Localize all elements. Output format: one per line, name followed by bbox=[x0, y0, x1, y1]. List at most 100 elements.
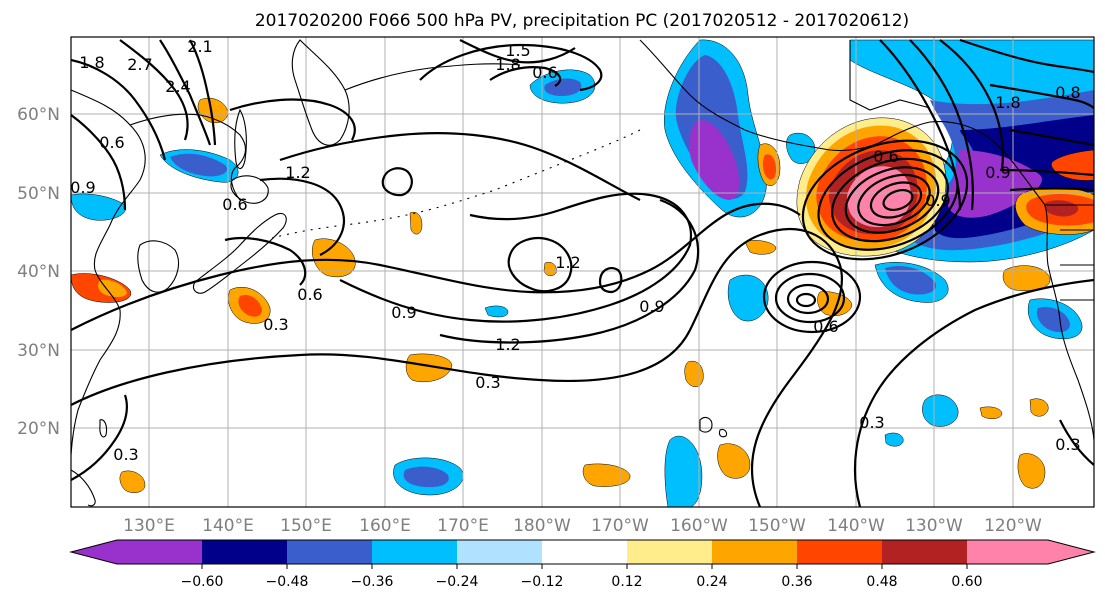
pv-contour-0.3-east bbox=[853, 278, 1094, 507]
japan-honshu bbox=[192, 212, 287, 294]
contour-label: 2.7 bbox=[127, 55, 152, 74]
lon-label: 130°W bbox=[905, 516, 963, 536]
pos-anomaly-small-7 bbox=[543, 262, 557, 277]
pv-contour-nw-5 bbox=[71, 114, 127, 211]
sakhalin bbox=[234, 108, 247, 170]
colorbar-label: −0.24 bbox=[436, 574, 479, 590]
colorbar-segment-2 bbox=[287, 540, 372, 564]
neg-anomaly-south-2-core bbox=[403, 466, 449, 488]
contour-labels: 1.5 1.8 0.6 2.7 2.4 2.1 1.8 0.6 0.9 0.6 … bbox=[70, 37, 1081, 464]
colorbar-label: 0.36 bbox=[781, 574, 812, 590]
taiwan bbox=[99, 419, 108, 438]
neg-anomaly-east-1 bbox=[922, 394, 959, 427]
pos-anomaly-small-4 bbox=[119, 470, 146, 493]
contour-label: 0.6 bbox=[873, 147, 898, 166]
hawaii bbox=[699, 416, 728, 438]
pv-contour-ring-kam bbox=[381, 167, 413, 197]
neg-anomaly-gulf-alaska-purple bbox=[689, 120, 740, 200]
pv-contours bbox=[71, 38, 1094, 507]
colorbar-segment-1 bbox=[202, 540, 287, 564]
contour-label: 0.9 bbox=[70, 178, 95, 197]
contour-label: 1.8 bbox=[495, 55, 520, 74]
lon-label: 130°E bbox=[123, 516, 175, 536]
pv-contour-1.2-closed bbox=[507, 237, 573, 293]
pos-anomaly-small-2 bbox=[409, 211, 423, 235]
contour-label: 0.6 bbox=[532, 63, 557, 82]
neg-anomaly-west-edge bbox=[71, 193, 127, 221]
colorbar-label: 0.12 bbox=[611, 574, 642, 590]
pv-contour-top-2 bbox=[489, 66, 562, 87]
neg-anomaly-small-3 bbox=[884, 432, 904, 447]
pv-contour-0.9 bbox=[339, 192, 693, 323]
pv-contour-0.6 bbox=[71, 202, 801, 331]
colorbar-label: 0.24 bbox=[696, 574, 727, 590]
japan-hokkaido bbox=[230, 175, 269, 204]
lon-label: 170°W bbox=[591, 516, 649, 536]
pos-anomaly-pacific-2 bbox=[405, 353, 453, 383]
pos-anomaly-japan-south-red bbox=[238, 294, 262, 317]
pv-contour-ridge-2 bbox=[909, 39, 974, 211]
lat-label: 40°N bbox=[17, 262, 60, 282]
colorbar-segment-8 bbox=[797, 540, 882, 564]
pos-anomaly-small-5 bbox=[1029, 398, 1049, 417]
colorbar-label: −0.36 bbox=[351, 574, 394, 590]
lon-label: 150°E bbox=[280, 516, 332, 536]
lon-label: 170°E bbox=[437, 516, 489, 536]
colorbar-segment-9 bbox=[882, 540, 967, 564]
map-frame bbox=[70, 36, 1095, 508]
pv-contour-ne-3 bbox=[1009, 128, 1094, 147]
contour-label: 2.4 bbox=[165, 77, 190, 96]
pv-contour-ne-5 bbox=[1009, 187, 1094, 192]
pos-anomaly-pacific-4 bbox=[717, 443, 751, 479]
colorbar-label: 0.48 bbox=[866, 574, 897, 590]
lon-label: 180°W bbox=[513, 516, 571, 536]
pv-contour-nw-2 bbox=[159, 39, 212, 146]
contour-label: 0.9 bbox=[925, 191, 950, 210]
contour-label: 0.3 bbox=[859, 413, 884, 432]
pv-contour-ne-1 bbox=[959, 38, 1094, 74]
pv-contour-nw-3 bbox=[189, 39, 217, 146]
colorbar-segment-4 bbox=[457, 540, 542, 564]
contour-label: 0.6 bbox=[813, 317, 838, 336]
contour-label: 1.5 bbox=[505, 41, 530, 60]
longitude-labels: 130°E 140°E 150°E 160°E 170°E 180°W 170°… bbox=[123, 516, 1042, 536]
colorbar-label: −0.48 bbox=[266, 574, 309, 590]
chart-title: 2017020200 F066 500 hPa PV, precipitatio… bbox=[255, 11, 909, 31]
colorbar-ticks bbox=[201, 564, 968, 569]
map-panel: 1.5 1.8 0.6 2.7 2.4 2.1 1.8 0.6 0.9 0.6 … bbox=[70, 36, 1095, 508]
pv-cutoff-rings bbox=[762, 260, 862, 334]
colorbar-segment-6 bbox=[627, 540, 712, 564]
pv-contour-north-1 bbox=[279, 132, 641, 201]
contour-label: 0.6 bbox=[297, 285, 322, 304]
pos-anomaly-nw-america-dark bbox=[1044, 200, 1079, 217]
neg-anomaly-small-2 bbox=[484, 305, 509, 318]
na-west-coast bbox=[1044, 204, 1094, 441]
pv-contour-top-3 bbox=[459, 39, 576, 64]
neg-anomaly-bering-core bbox=[544, 78, 582, 96]
contour-label: 1.8 bbox=[995, 93, 1020, 112]
contour-label: 1.2 bbox=[555, 253, 580, 272]
pv-contour-0.3-sw bbox=[71, 394, 129, 481]
contour-label: 0.3 bbox=[1055, 435, 1080, 454]
lon-label: 160°W bbox=[670, 516, 728, 536]
colorbar-label: −0.12 bbox=[521, 574, 564, 590]
contour-label: 0.8 bbox=[1055, 83, 1080, 102]
latitude-labels: 60°N 50°N 40°N 30°N 20°N bbox=[17, 105, 60, 439]
colorbar-label: 0.60 bbox=[951, 574, 982, 590]
colorbar-segment-3 bbox=[372, 540, 457, 564]
contour-label: 0.3 bbox=[263, 315, 288, 334]
contour-label: 1.2 bbox=[285, 163, 310, 182]
pv-contour-ridge-3 bbox=[939, 39, 1004, 171]
contour-label: 0.3 bbox=[475, 373, 500, 392]
lon-label: 120°W bbox=[984, 516, 1042, 536]
pos-anomaly-small-6 bbox=[979, 406, 1003, 419]
pos-anomaly-pacific-5 bbox=[1017, 453, 1046, 489]
lat-label: 30°N bbox=[17, 341, 60, 361]
colorbar-label: −0.60 bbox=[181, 574, 224, 590]
pos-anomaly-pacific-9 bbox=[744, 240, 777, 255]
lon-label: 140°W bbox=[827, 516, 885, 536]
pv-contour-1.2 bbox=[439, 198, 700, 344]
contour-label: 0.6 bbox=[99, 133, 124, 152]
pos-anomaly-west-japan-dark bbox=[98, 279, 127, 298]
contour-label: 1.2 bbox=[495, 335, 520, 354]
